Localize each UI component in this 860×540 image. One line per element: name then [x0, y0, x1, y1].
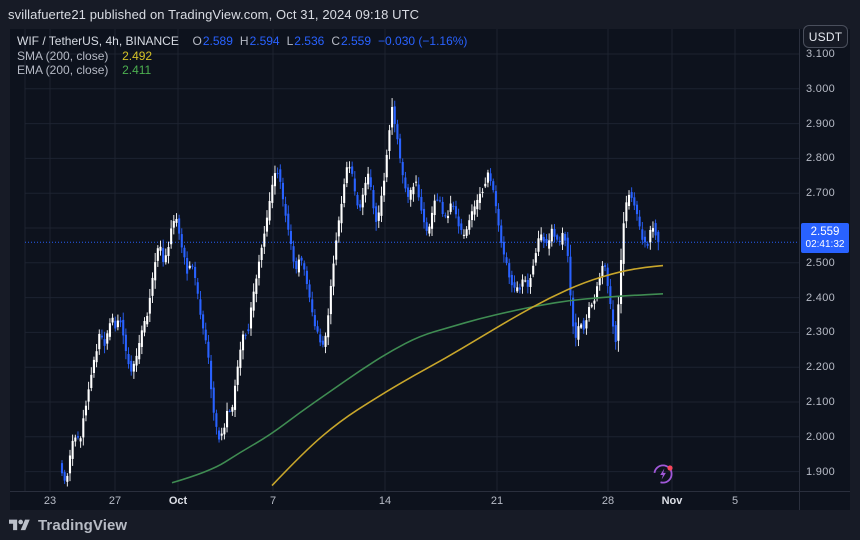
change-value: −0.030 (−1.16%) — [378, 34, 468, 48]
low-label: L — [286, 34, 294, 48]
price-tick-label: 2.200 — [806, 361, 836, 374]
price-tick-label: 2.400 — [806, 291, 836, 304]
price-tick-label: 2.000 — [806, 430, 836, 443]
ema-label: EMA (200, close) — [17, 63, 109, 77]
candlestick-chart-canvas[interactable] — [10, 29, 799, 491]
flash-boost-icon[interactable] — [651, 462, 675, 486]
tradingview-logo-icon[interactable] — [9, 517, 30, 534]
time-tick-label: 23 — [43, 495, 57, 507]
time-tick-label: 7 — [269, 495, 277, 507]
time-tick-label: Nov — [661, 495, 683, 507]
last-price-label: 2.559 02:41:32 — [801, 223, 849, 253]
lightning-bolt-icon — [660, 468, 666, 480]
bar-countdown: 02:41:32 — [805, 239, 845, 250]
time-axis[interactable]: 23 27 Oct 7 14 21 28 Nov 5 — [10, 491, 850, 510]
sma-label: SMA (200, close) — [17, 48, 109, 63]
low-value: 2.536 — [294, 34, 325, 48]
flash-ring — [653, 464, 673, 484]
price-tick-label: 2.500 — [806, 256, 836, 269]
time-tick-label: 27 — [108, 495, 122, 507]
publish-header: svillafuerte21 published on TradingView.… — [0, 0, 860, 29]
price-tick-label: 2.700 — [806, 187, 836, 200]
price-tick-label: 2.100 — [806, 396, 836, 408]
price-tick-label: 2.900 — [806, 117, 836, 130]
time-tick-label: 28 — [601, 495, 615, 507]
high-value: 2.594 — [249, 34, 280, 48]
time-tick-label: 14 — [378, 495, 392, 507]
time-tick-label: 5 — [731, 495, 739, 507]
close-value: 2.559 — [340, 34, 372, 48]
price-tick-label: 2.300 — [806, 326, 836, 339]
price-tick-label: 1.900 — [806, 465, 836, 478]
close-label: C — [331, 34, 340, 48]
chart-legend: WIF / TetherUS, 4h, BINANCE O2.589 H2.594… — [17, 34, 468, 78]
legend-ema-row[interactable]: EMA (200, close) 2.411 — [17, 63, 468, 78]
publish-header-text: svillafuerte21 published on TradingView.… — [8, 7, 420, 22]
open-label: O — [192, 34, 202, 48]
chart-card: WIF / TetherUS, 4h, BINANCE O2.589 H2.594… — [10, 25, 850, 510]
price-tick-label: 3.000 — [806, 82, 836, 95]
price-axis[interactable]: USDT 2.559 02:41:32 3.100 3.000 2.900 2.800… — [799, 25, 850, 510]
legend-sma-row[interactable]: SMA (200, close) 2.492 — [17, 49, 468, 64]
time-tick-label: 21 — [490, 495, 504, 507]
time-tick-label: Oct — [168, 495, 188, 507]
symbol-title: WIF / TetherUS, 4h, BINANCE — [17, 34, 179, 48]
last-price-value: 2.559 — [810, 226, 840, 238]
ohlc-readout: O2.589 H2.594 L2.536 C2.559 −0.030 (−1.16%) — [193, 34, 469, 48]
open-value: 2.589 — [202, 34, 233, 48]
legend-symbol-row[interactable]: WIF / TetherUS, 4h, BINANCE O2.589 H2.594… — [17, 34, 468, 49]
notification-dot — [667, 465, 673, 471]
sma-value: 2.492 — [122, 48, 153, 63]
currency-toggle-button[interactable]: USDT — [803, 25, 848, 48]
tradingview-wordmark[interactable]: TradingView — [38, 516, 128, 534]
ema-value: 2.411 — [122, 63, 152, 77]
high-label: H — [239, 34, 249, 48]
price-tick-label: 2.800 — [806, 152, 836, 165]
price-tick-label: 3.100 — [806, 48, 836, 60]
footer-branding: TradingView — [0, 510, 860, 540]
